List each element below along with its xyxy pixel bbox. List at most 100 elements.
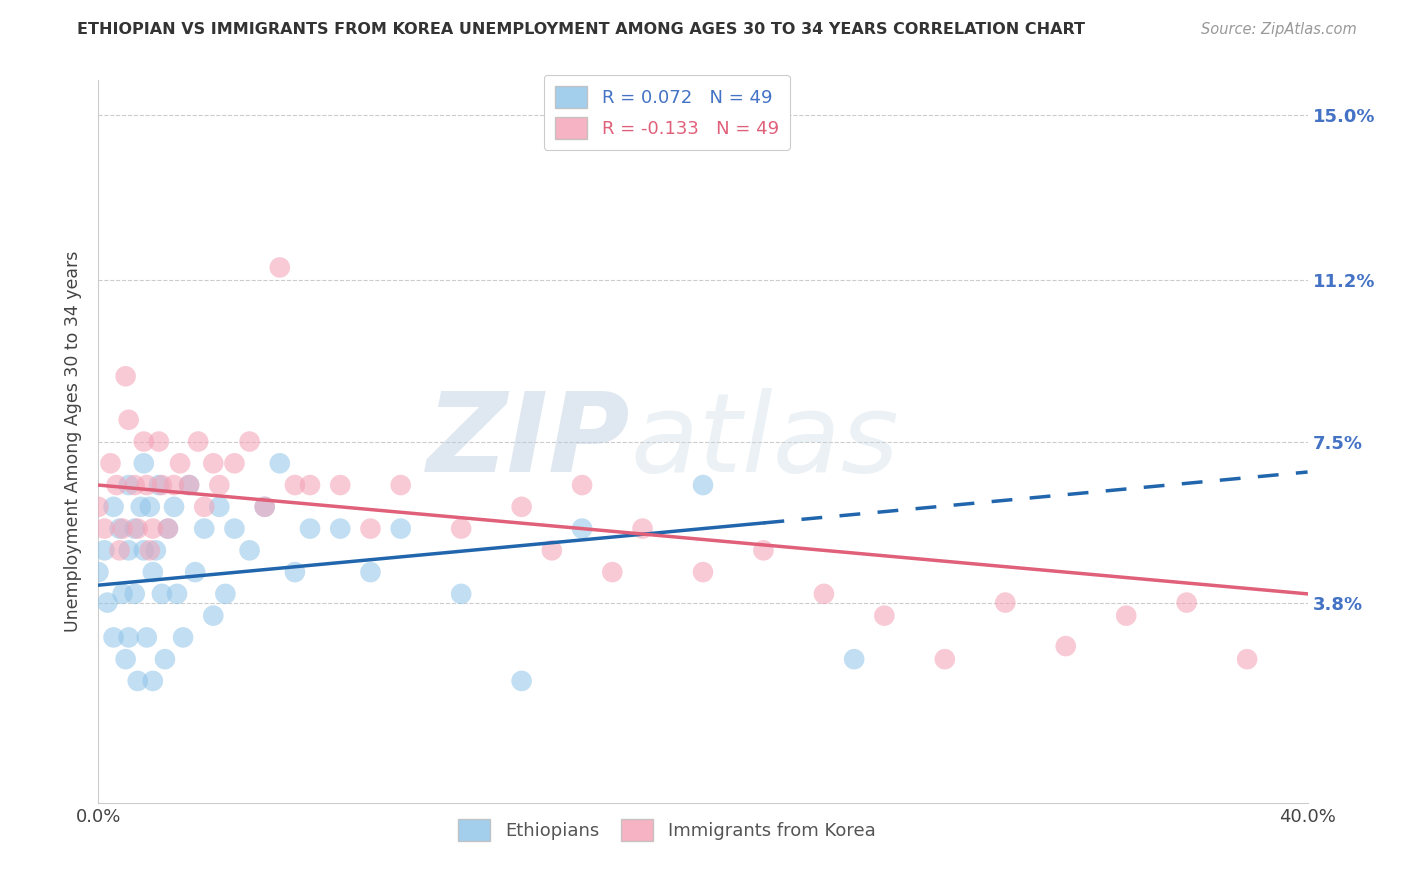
Point [179,478,201,492]
Point [124,478,146,492]
Point [844,652,866,666]
Point [103,631,125,645]
Point [208,500,231,514]
Point [193,522,215,536]
Point [118,478,141,492]
Point [360,522,382,536]
Point [156,522,179,536]
Point [142,565,165,579]
Point [163,478,186,492]
Point [692,478,714,492]
Text: atlas: atlas [630,388,898,495]
Point [389,522,412,536]
Point [108,522,131,536]
Point [187,434,209,449]
Point [139,500,162,514]
Point [631,522,654,536]
Point [156,522,179,536]
Point [299,478,322,492]
Point [135,478,157,492]
Point [450,522,472,536]
Point [571,522,593,536]
Text: Source: ZipAtlas.com: Source: ZipAtlas.com [1201,22,1357,37]
Point [93,543,115,558]
Point [184,565,207,579]
Point [752,543,775,558]
Point [202,456,225,470]
Point [450,587,472,601]
Point [127,522,149,536]
Point [100,456,122,470]
Point [360,565,382,579]
Point [208,478,231,492]
Point [166,587,188,601]
Point [510,500,533,514]
Point [214,587,236,601]
Point [299,522,322,536]
Point [224,456,246,470]
Point [1115,608,1137,623]
Point [153,652,176,666]
Point [96,596,118,610]
Point [239,434,262,449]
Point [1054,639,1077,653]
Point [284,478,307,492]
Point [571,478,593,492]
Y-axis label: Unemployment Among Ages 30 to 34 years: Unemployment Among Ages 30 to 34 years [65,251,83,632]
Point [148,478,170,492]
Point [142,673,165,688]
Point [269,456,291,470]
Point [132,543,155,558]
Point [132,434,155,449]
Point [602,565,624,579]
Point [202,608,225,623]
Point [93,522,115,536]
Point [1175,596,1198,610]
Point [172,631,194,645]
Point [114,652,136,666]
Legend: Ethiopians, Immigrants from Korea: Ethiopians, Immigrants from Korea [451,812,883,848]
Point [111,587,134,601]
Point [150,587,173,601]
Point [118,543,141,558]
Point [148,434,170,449]
Text: ETHIOPIAN VS IMMIGRANTS FROM KOREA UNEMPLOYMENT AMONG AGES 30 TO 34 YEARS CORREL: ETHIOPIAN VS IMMIGRANTS FROM KOREA UNEMP… [77,22,1085,37]
Point [540,543,562,558]
Point [127,673,149,688]
Point [139,543,162,558]
Point [135,631,157,645]
Point [692,565,714,579]
Point [111,522,134,536]
Point [224,522,246,536]
Point [129,500,152,514]
Point [813,587,835,601]
Point [105,478,128,492]
Point [1236,652,1258,666]
Point [193,500,215,514]
Point [253,500,276,514]
Point [284,565,307,579]
Point [179,478,201,492]
Point [132,456,155,470]
Point [108,543,131,558]
Point [994,596,1017,610]
Point [163,500,186,514]
Point [269,260,291,275]
Point [239,543,262,558]
Point [124,587,146,601]
Point [145,543,167,558]
Point [87,500,110,514]
Point [150,478,173,492]
Point [389,478,412,492]
Point [934,652,956,666]
Point [329,522,352,536]
Point [114,369,136,384]
Text: ZIP: ZIP [427,388,630,495]
Point [118,631,141,645]
Point [103,500,125,514]
Point [873,608,896,623]
Point [142,522,165,536]
Point [253,500,276,514]
Point [118,413,141,427]
Point [169,456,191,470]
